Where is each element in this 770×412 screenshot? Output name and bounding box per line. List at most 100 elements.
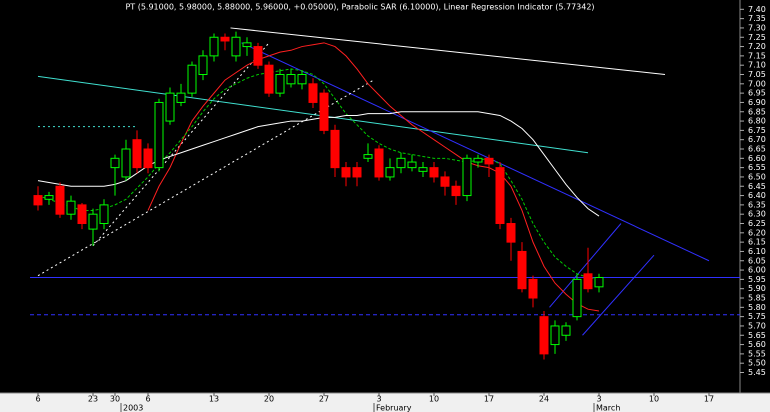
indicator-line	[147, 42, 600, 312]
candle-body	[462, 157, 472, 197]
trend-line	[549, 223, 622, 308]
indicator-line	[37, 68, 600, 280]
candle-body	[341, 167, 351, 178]
candle-body	[198, 55, 208, 76]
y-tick-label: 6.90	[748, 98, 766, 107]
y-tick-label: 6.75	[748, 126, 766, 135]
candle-body	[495, 167, 505, 225]
candle-body	[154, 101, 164, 169]
candle-body	[440, 176, 450, 187]
candle-body	[429, 167, 439, 178]
y-tick-label: 7.25	[748, 33, 766, 42]
candle-body	[572, 278, 582, 318]
x-tick-label: 17	[484, 395, 494, 404]
candle-body	[99, 204, 109, 225]
y-tick-label: 7.35	[748, 14, 766, 23]
y-tick-label: 5.85	[748, 294, 766, 303]
y-tick-label: 7.05	[748, 70, 766, 79]
period-label: March	[596, 404, 620, 412]
x-tick-label: 17	[704, 395, 714, 404]
candle-body	[264, 64, 274, 94]
candle-body	[374, 148, 384, 178]
y-tick-label: 7.40	[748, 5, 766, 14]
x-tick-label: 30	[110, 395, 120, 404]
x-tick-label: 10	[649, 395, 659, 404]
y-tick-label: 7.10	[748, 61, 766, 70]
candle-body	[110, 157, 120, 169]
candle-body	[77, 204, 87, 225]
candle-body	[121, 148, 131, 178]
candle-body	[484, 157, 494, 165]
y-tick-label: 6.20	[748, 228, 766, 237]
candle-body	[561, 325, 571, 336]
y-tick-label: 6.10	[748, 247, 766, 256]
candle-body	[506, 223, 516, 243]
y-tick-label: 6.00	[748, 266, 766, 275]
candle-body	[385, 167, 395, 178]
candle-body	[319, 92, 329, 131]
trend-line	[241, 42, 710, 262]
x-tick-label: 24	[539, 395, 549, 404]
indicator-line	[37, 111, 600, 217]
y-tick-label: 5.60	[748, 340, 766, 349]
x-tick-label: 10	[429, 395, 439, 404]
y-tick-label: 6.40	[748, 191, 766, 200]
y-tick-label: 6.60	[748, 154, 766, 163]
candle-body	[132, 139, 142, 169]
y-tick-label: 5.45	[748, 368, 766, 377]
y-tick-label: 5.95	[748, 275, 766, 284]
x-tick-label: 3	[376, 395, 381, 404]
x-tick-label: 23	[88, 395, 98, 404]
candle-body	[187, 64, 197, 94]
y-tick-label: 5.50	[748, 359, 766, 368]
trend-line	[582, 254, 655, 336]
y-tick-label: 6.95	[748, 89, 766, 98]
y-tick-label: 6.05	[748, 256, 766, 265]
x-tick-label: 3	[596, 395, 601, 404]
y-tick-label: 6.85	[748, 107, 766, 116]
y-tick-label: 5.80	[748, 303, 766, 312]
candle-body	[517, 250, 527, 290]
candle-body	[407, 161, 417, 169]
candle-body	[363, 154, 373, 159]
candle-body	[539, 316, 549, 355]
trend-line	[230, 27, 666, 75]
candle-body	[352, 167, 362, 178]
period-label: 2003	[123, 404, 143, 412]
y-tick-label: 6.55	[748, 163, 766, 172]
y-tick-label: 6.15	[748, 238, 766, 247]
plot-area	[30, 27, 740, 360]
candle-body	[55, 185, 65, 215]
candle-body	[418, 167, 428, 172]
y-tick-label: 6.45	[748, 182, 766, 191]
candle-body	[594, 277, 604, 288]
candle-body	[231, 36, 241, 57]
x-tick-label: 6	[145, 395, 150, 404]
y-tick-label: 6.80	[748, 117, 766, 126]
candle-body	[297, 74, 307, 85]
candle-body	[396, 157, 406, 169]
y-tick-label: 7.00	[748, 79, 766, 88]
y-tick-label: 7.15	[748, 51, 766, 60]
candle-body	[286, 74, 296, 85]
candle-body	[550, 325, 560, 346]
y-tick-label: 5.55	[748, 349, 766, 358]
y-tick-label: 6.35	[748, 200, 766, 209]
y-tick-label: 7.20	[748, 42, 766, 51]
candle-body	[451, 185, 461, 197]
y-tick-label: 5.65	[748, 331, 766, 340]
y-tick-label: 5.90	[748, 284, 766, 293]
candle-body	[330, 129, 340, 169]
candle-body	[209, 36, 219, 57]
period-label: February	[376, 404, 412, 412]
x-tick-label: 27	[319, 395, 329, 404]
x-tick-label: 13	[209, 395, 219, 404]
x-axis-band	[0, 393, 770, 412]
candle-body	[33, 195, 43, 206]
x-tick-label: 20	[264, 395, 274, 404]
y-tick-label: 6.50	[748, 172, 766, 181]
candle-body	[44, 195, 54, 200]
trend-line	[37, 75, 589, 154]
